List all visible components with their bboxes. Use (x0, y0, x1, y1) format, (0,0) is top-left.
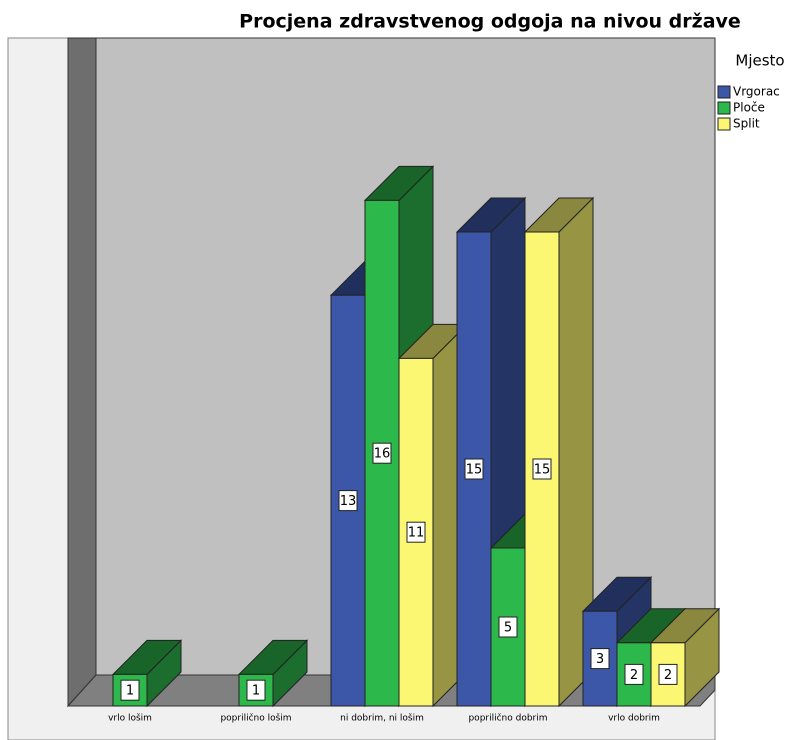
data-label-box (120, 679, 140, 701)
side-wall (67, 37, 97, 708)
data-label: 5 (504, 621, 512, 636)
legend-label: Ploče (733, 101, 765, 115)
data-label-box (590, 648, 610, 670)
legend-label: Split (733, 117, 760, 131)
data-label: 2 (664, 668, 672, 683)
data-label-box (624, 663, 644, 685)
legend-swatch (717, 101, 731, 115)
bar (237, 639, 309, 708)
data-label-box (464, 458, 484, 480)
data-label: 3 (596, 652, 604, 667)
legend-title: Mjesto (735, 52, 784, 70)
data-label: 11 (408, 526, 425, 541)
data-label-box (498, 616, 518, 638)
data-label: 15 (466, 463, 483, 478)
x-tick-label: vrlo dobrim (608, 714, 660, 724)
chart-title: Procjena zdravstvenog odgoja na nivou dr… (239, 11, 741, 33)
data-label: 13 (340, 494, 357, 509)
legend-label: Vrgorac (733, 85, 780, 99)
data-label: 2 (630, 668, 638, 683)
x-tick-label: vrlo lošim (108, 713, 152, 724)
data-label: 15 (534, 463, 551, 478)
x-tick-label: ni dobrim, ni lošim (340, 713, 424, 724)
data-label: 1 (252, 684, 260, 699)
data-label-box (532, 458, 552, 480)
data-label-box (372, 442, 392, 464)
data-label-box (406, 521, 426, 543)
bar (523, 196, 595, 708)
data-label-box (658, 663, 678, 685)
bar-front (238, 673, 274, 707)
data-label-box (246, 679, 266, 701)
data-label: 1 (126, 684, 134, 699)
legend-swatch (717, 85, 731, 99)
data-label: 16 (374, 447, 391, 462)
x-tick-label: poprilično dobrim (468, 713, 547, 724)
x-tick-label: poprilično lošim (220, 713, 291, 724)
legend-swatch (717, 117, 731, 131)
data-label-box (338, 490, 358, 512)
